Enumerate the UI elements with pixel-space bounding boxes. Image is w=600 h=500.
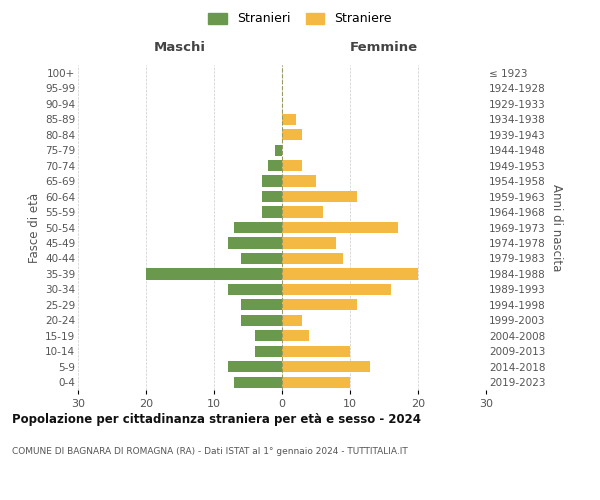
Text: Femmine: Femmine [350,41,418,54]
Bar [146,268,282,280]
Bar [282,300,357,310]
Bar [241,300,282,310]
Bar [282,160,302,171]
Text: Maschi: Maschi [154,41,206,54]
Bar [282,284,391,295]
Bar [282,346,350,357]
Bar [255,330,282,342]
Bar [282,222,398,233]
Bar [227,361,282,372]
Bar [282,176,316,186]
Bar [235,376,282,388]
Y-axis label: Fasce di età: Fasce di età [28,192,41,262]
Bar [282,129,302,140]
Bar [282,206,323,218]
Bar [282,376,350,388]
Bar [282,114,296,124]
Y-axis label: Anni di nascita: Anni di nascita [550,184,563,271]
Bar [262,176,282,186]
Bar [235,222,282,233]
Bar [275,144,282,156]
Bar [282,361,370,372]
Bar [282,268,418,280]
Bar [282,253,343,264]
Bar [282,191,357,202]
Legend: Stranieri, Straniere: Stranieri, Straniere [205,8,395,29]
Text: Popolazione per cittadinanza straniera per età e sesso - 2024: Popolazione per cittadinanza straniera p… [12,412,421,426]
Text: COMUNE DI BAGNARA DI ROMAGNA (RA) - Dati ISTAT al 1° gennaio 2024 - TUTTITALIA.I: COMUNE DI BAGNARA DI ROMAGNA (RA) - Dati… [12,448,408,456]
Bar [241,253,282,264]
Bar [262,191,282,202]
Bar [282,238,337,248]
Bar [268,160,282,171]
Bar [241,315,282,326]
Bar [262,206,282,218]
Bar [282,315,302,326]
Bar [282,330,309,342]
Bar [227,284,282,295]
Bar [255,346,282,357]
Bar [227,238,282,248]
